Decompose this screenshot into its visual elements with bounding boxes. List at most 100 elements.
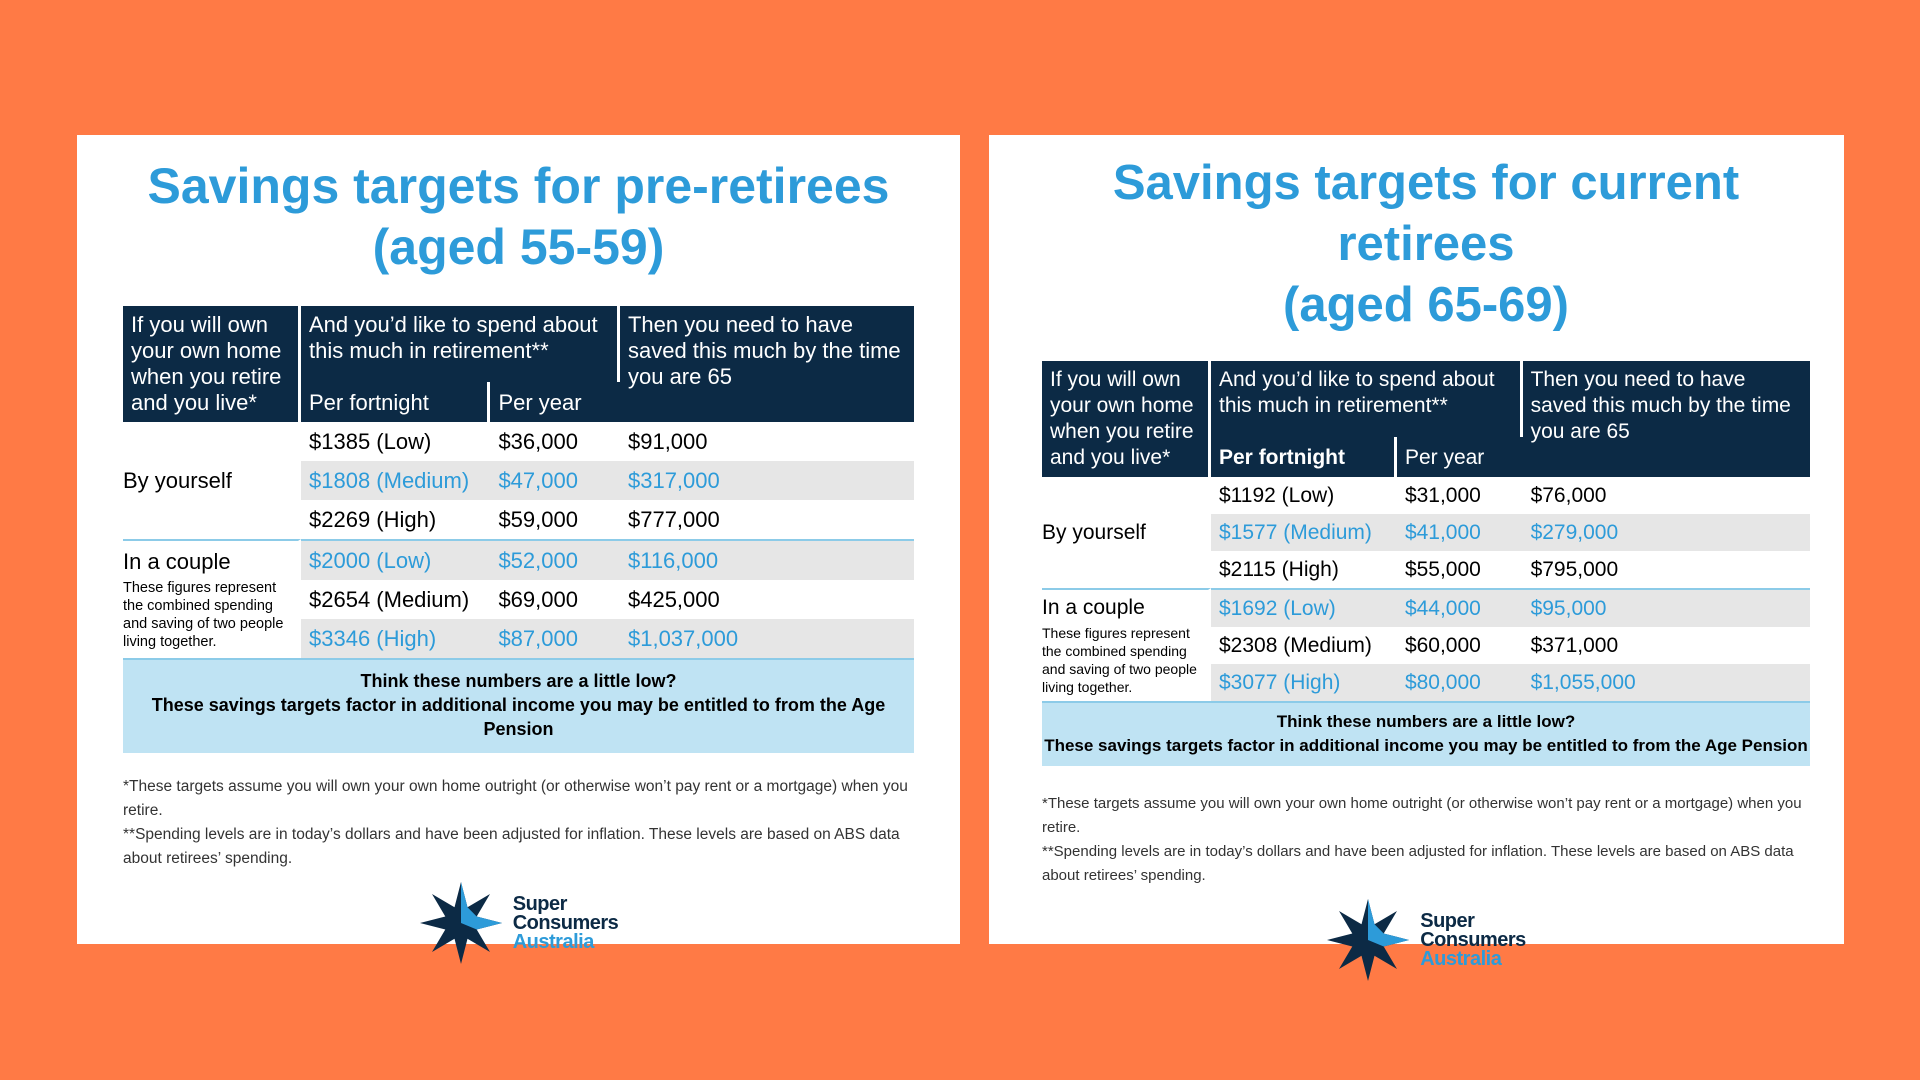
header-cell: Then you need to have saved this much by… bbox=[1522, 361, 1810, 477]
table-row: In a couple These figures represent the c… bbox=[123, 539, 914, 658]
table-row: $3077 (High) $80,000 $1,055,000 bbox=[1042, 664, 1810, 701]
header-cell: Then you need to have saved this much by… bbox=[619, 306, 914, 422]
table-cell: $95,000 bbox=[1522, 588, 1810, 627]
footnotes: *These targets assume you will own your … bbox=[123, 775, 914, 871]
header-cell: Per fortnight bbox=[301, 381, 491, 422]
table-cell: $2115 (High) bbox=[1219, 557, 1339, 581]
table-cell: $3346 (High) bbox=[301, 619, 491, 658]
table-cell: $60,000 bbox=[1404, 633, 1481, 657]
footnote: *These targets assume you will own your … bbox=[123, 778, 908, 819]
logo-text: Super Consumers Australia bbox=[1420, 911, 1526, 970]
table-row: By yourself $1385 (Low) $36,000 $91,000 bbox=[123, 422, 914, 539]
header-cell: And you’d like to spend about this much … bbox=[301, 306, 620, 382]
title-line: Savings targets for current retirees bbox=[1112, 156, 1740, 271]
header-cell: And you’d like to spend about this much … bbox=[1211, 361, 1523, 437]
logo-line: Super bbox=[512, 892, 568, 915]
table-cell: $1692 (Low) bbox=[1211, 588, 1397, 627]
logo-star bbox=[419, 882, 502, 964]
table-cell: $87,000 bbox=[490, 619, 620, 658]
table-cell: $59,000 bbox=[498, 506, 578, 532]
table-cell: $69,000 bbox=[498, 586, 578, 612]
group-cell: In a couple These figures represent the c… bbox=[1042, 588, 1211, 701]
group-cell: By yourself bbox=[123, 422, 301, 539]
header-row: If you will own your own home when you r… bbox=[1042, 361, 1810, 477]
table-cell: $116,000 bbox=[619, 539, 914, 580]
table-row: $2308 (Medium) $60,000 $371,000 bbox=[1042, 627, 1810, 664]
table-cell: $55,000 bbox=[1404, 557, 1481, 581]
panel: Savings targets for current retirees (age… bbox=[989, 135, 1844, 981]
table-row: $1808 (Medium) $47,000 $317,000 bbox=[123, 461, 914, 500]
callout-line: These savings targets factor in addition… bbox=[1044, 736, 1808, 755]
header-cell: Per fortnight bbox=[1211, 436, 1397, 477]
callout-line: These savings targets factor in addition… bbox=[151, 695, 886, 739]
table-cell: $1,055,000 bbox=[1522, 664, 1810, 701]
header-row: If you will own your own home when you r… bbox=[123, 306, 914, 422]
header-cell: If you will own your own home when you r… bbox=[123, 306, 301, 422]
table-cell: $31,000 bbox=[1404, 483, 1481, 507]
table-cell: $777,000 bbox=[627, 506, 720, 532]
table-cell: $2654 (Medium) bbox=[309, 586, 470, 612]
table-cell: $279,000 bbox=[1522, 514, 1810, 551]
title-line: (aged 65-69) bbox=[1283, 278, 1569, 332]
group-label: By yourself bbox=[123, 467, 232, 493]
table-cell: $1577 (Medium) bbox=[1211, 514, 1397, 551]
footnotes: *These targets assume you will own your … bbox=[1042, 792, 1810, 888]
savings-table: If you will own your own home when you r… bbox=[1042, 361, 1810, 701]
table-cell: $2269 (High) bbox=[309, 506, 437, 532]
savings-table: If you will own your own home when you r… bbox=[123, 306, 914, 658]
group-note: These figures represent the combined spe… bbox=[123, 579, 284, 650]
callout: Think these numbers are a little low? The… bbox=[123, 658, 914, 753]
table-cell: $3077 (High) bbox=[1211, 664, 1397, 701]
logo-line: Australia bbox=[512, 930, 595, 953]
title-line: (aged 55-59) bbox=[372, 219, 665, 275]
table-cell: $44,000 bbox=[1396, 588, 1523, 627]
table-cell: $425,000 bbox=[627, 586, 720, 612]
header-row: Per fortnight Per year bbox=[123, 381, 914, 422]
table-cell: $36,000 bbox=[498, 428, 578, 454]
title-line: Savings targets for pre-retirees bbox=[147, 158, 890, 214]
group-note: These figures represent the combined spe… bbox=[1042, 624, 1197, 695]
table-cell: $1385 (Low) bbox=[309, 428, 432, 454]
panel: Savings targets for pre-retirees (aged 55… bbox=[77, 135, 960, 964]
logo-line: Consumers bbox=[1420, 928, 1526, 951]
table-cell: $1,037,000 bbox=[619, 619, 914, 658]
group-label: By yourself bbox=[1042, 520, 1146, 544]
table-cell: $371,000 bbox=[1530, 633, 1619, 657]
header-cell: Per year bbox=[1396, 436, 1523, 477]
group-cell: By yourself bbox=[1042, 477, 1211, 588]
footnote: **Spending levels are in today’s dollars… bbox=[1042, 843, 1794, 884]
table-row: In a couple These figures represent the c… bbox=[1042, 588, 1810, 701]
logo-star bbox=[1327, 899, 1410, 981]
table-row: $1577 (Medium) $41,000 $279,000 bbox=[1042, 514, 1810, 551]
header-cell: If you will own your own home when you r… bbox=[1042, 361, 1211, 477]
logo-line: Australia bbox=[1420, 947, 1502, 970]
table-row: $2115 (High) $55,000 $795,000 bbox=[1042, 551, 1810, 588]
table-cell: $1808 (Medium) bbox=[301, 461, 491, 500]
table-cell: $47,000 bbox=[490, 461, 620, 500]
title: Savings targets for pre-retirees (aged 55… bbox=[123, 156, 914, 278]
callout-line: Think these numbers are a little low? bbox=[360, 671, 677, 691]
table-row: $3346 (High) $87,000 $1,037,000 bbox=[123, 619, 914, 658]
logo: Super Consumers Australia bbox=[123, 881, 914, 965]
logo-line: Consumers bbox=[512, 911, 619, 934]
table-cell: $2000 (Low) bbox=[301, 539, 491, 580]
logo-text: Super Consumers Australia bbox=[512, 892, 619, 953]
callout: Think these numbers are a little low? The… bbox=[1042, 701, 1810, 766]
table-cell: $76,000 bbox=[1530, 483, 1607, 507]
table-cell: $795,000 bbox=[1530, 557, 1619, 581]
table-cell: $41,000 bbox=[1396, 514, 1523, 551]
footnote: *These targets assume you will own your … bbox=[1042, 795, 1802, 836]
table-row: $2654 (Medium) $69,000 $425,000 bbox=[123, 580, 914, 619]
table-row: $2269 (High) $59,000 $777,000 bbox=[123, 500, 914, 539]
header-cell: Per year bbox=[490, 381, 620, 422]
footnote: **Spending levels are in today’s dollars… bbox=[123, 826, 900, 867]
title: Savings targets for current retirees (age… bbox=[1042, 153, 1810, 336]
header-row: Per fortnight Per year bbox=[1042, 436, 1810, 477]
callout-line: Think these numbers are a little low? bbox=[1276, 712, 1576, 731]
table-row: By yourself $1192 (Low) $31,000 $76,000 bbox=[1042, 477, 1810, 588]
table-cell: $80,000 bbox=[1396, 664, 1523, 701]
group-label: In a couple bbox=[1042, 595, 1145, 619]
table-cell: $52,000 bbox=[490, 539, 620, 580]
logo: Super Consumers Australia bbox=[1042, 898, 1810, 982]
